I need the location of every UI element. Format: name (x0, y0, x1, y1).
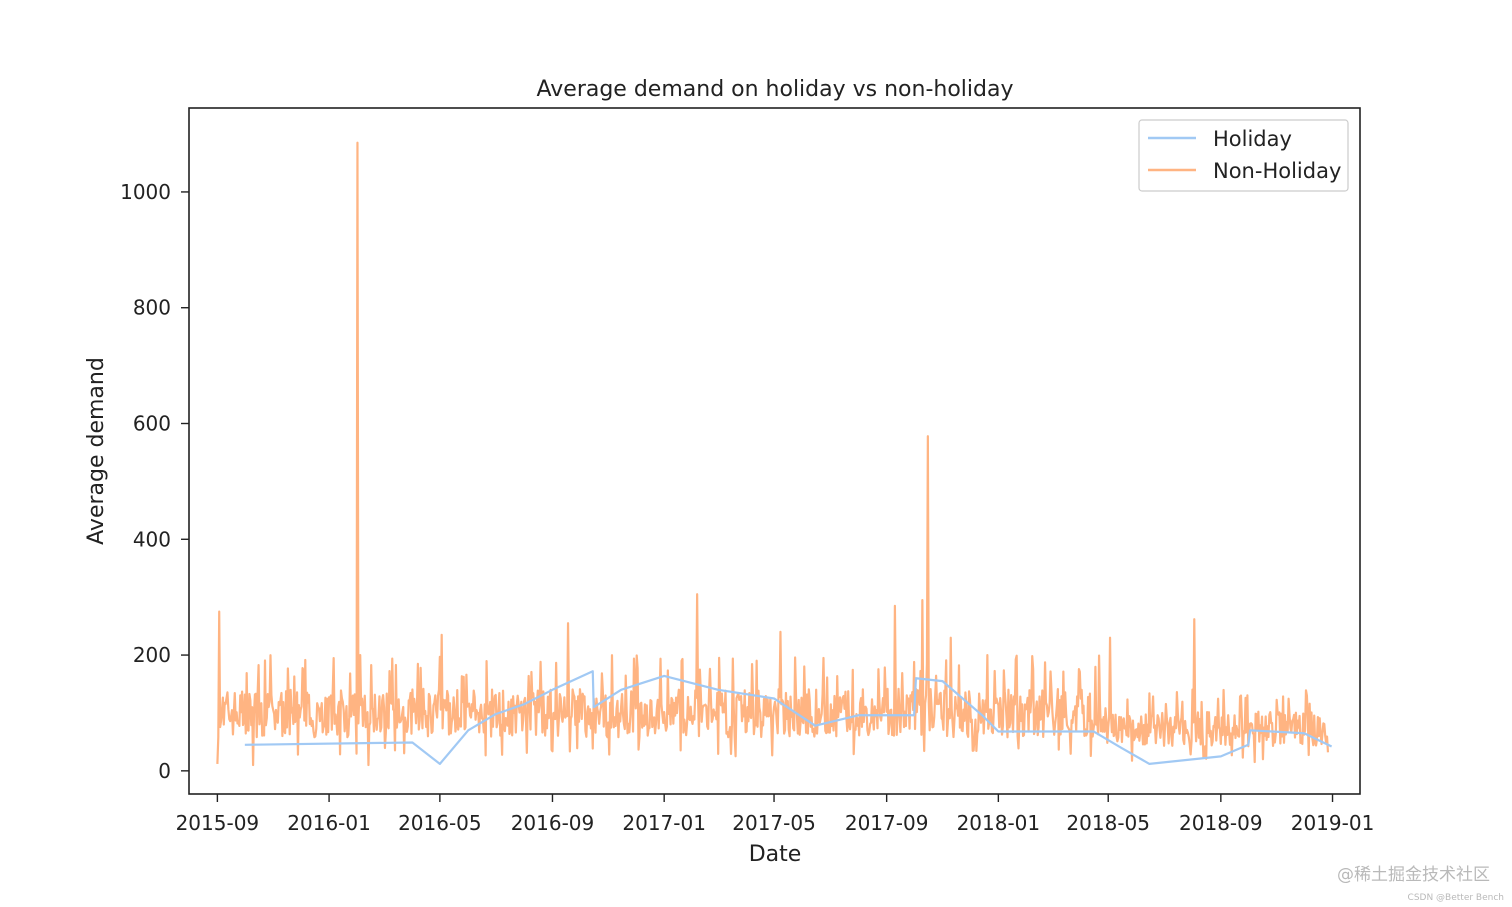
y-tick-label: 200 (133, 643, 171, 667)
x-tick-label: 2017-09 (845, 811, 929, 835)
series-line-holiday (244, 670, 1333, 765)
x-tick-label: 2017-05 (732, 811, 816, 835)
y-tick-label: 800 (133, 296, 171, 320)
x-axis: 2015-09 2016-01 2016-05 2016-09 2017-01 2017-… (176, 794, 1375, 835)
y-axis-label: Average demand (84, 357, 109, 545)
x-tick-label: 2015-09 (176, 811, 260, 835)
legend-label-holiday: Holiday (1213, 127, 1292, 151)
chart-title: Average demand on holiday vs non-holiday (537, 77, 1014, 102)
y-tick-label: 600 (133, 412, 171, 436)
x-tick-label: 2016-05 (398, 811, 482, 835)
y-tick-label: 400 (133, 527, 171, 551)
x-tick-label: 2018-05 (1066, 811, 1150, 835)
series-layer (216, 141, 1333, 767)
y-tick-label: 1000 (120, 180, 171, 204)
x-tick-label: 2018-01 (957, 811, 1041, 835)
x-tick-label: 2018-09 (1179, 811, 1263, 835)
series-line-non-holiday (216, 141, 1330, 767)
x-tick-label: 2017-01 (622, 811, 706, 835)
x-tick-label: 2016-01 (287, 811, 371, 835)
watermark-author: CSDN @Better Bench (1407, 893, 1504, 903)
y-axis: 0 200 400 600 800 1000 (120, 180, 189, 783)
x-axis-label: Date (749, 842, 802, 867)
legend-label-non-holiday: Non-Holiday (1213, 159, 1341, 183)
legend: Holiday Non-Holiday (1138, 119, 1349, 192)
x-tick-label: 2016-09 (511, 811, 595, 835)
x-tick-label: 2019-01 (1291, 811, 1375, 835)
watermark-community: @稀土掘金技术社区 (1337, 865, 1490, 885)
plot-area (188, 107, 1361, 795)
y-tick-label: 0 (158, 759, 171, 783)
